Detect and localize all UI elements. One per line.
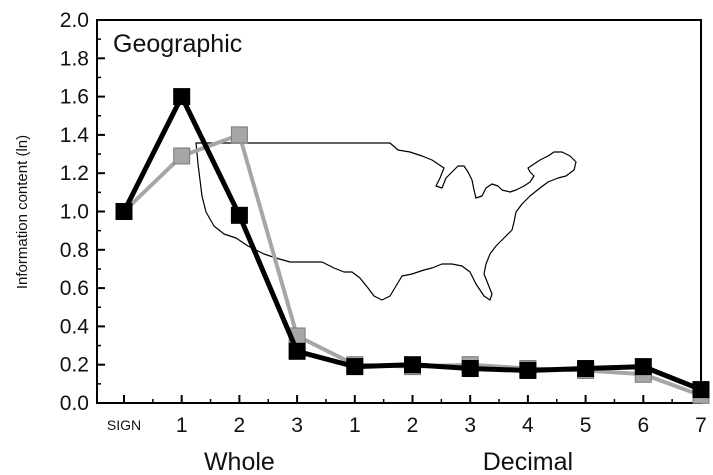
x-tick-label: 1 (349, 414, 361, 437)
data-point (461, 360, 479, 378)
x-tick-label: 2 (407, 414, 419, 437)
y-tick-label: 0.6 (60, 277, 89, 300)
data-point (230, 126, 248, 144)
x-group-label: Whole (204, 448, 275, 475)
data-point (346, 358, 364, 376)
y-tick-label: 0.2 (60, 354, 89, 377)
data-point (692, 381, 710, 399)
x-tick-label: 4 (522, 414, 534, 437)
x-group-label: Decimal (483, 448, 573, 475)
x-tick-label: 1 (176, 414, 188, 437)
data-point (288, 342, 306, 360)
y-axis-label: Information content (ln) (14, 135, 31, 289)
data-point (519, 361, 537, 379)
data-point (634, 358, 652, 376)
x-axis: SIGN 1 2 3 1 2 3 4 5 6 7 (107, 395, 707, 437)
y-tick-label: 1.6 (60, 86, 89, 109)
data-point (230, 206, 248, 224)
y-tick-label: 0.4 (60, 315, 90, 338)
x-tick-label: 3 (291, 414, 303, 437)
x-tick-label: 7 (695, 414, 707, 437)
x-tick-label: SIGN (107, 417, 141, 433)
series-2 (115, 88, 710, 399)
y-tick-label: 1.4 (60, 124, 90, 147)
y-tick-label: 2.0 (60, 9, 89, 32)
series-layer (115, 88, 710, 404)
x-tick-label: 3 (464, 414, 476, 437)
y-axis: 0.0 0.2 0.4 0.6 0.8 1.0 1.2 1.4 1.6 1.8 2.0 (60, 9, 105, 415)
y-tick-label: 1.2 (60, 162, 89, 185)
chart-title: Geographic (113, 30, 242, 58)
x-tick-label: 6 (637, 414, 649, 437)
y-tick-label: 0.8 (60, 239, 89, 262)
series-line (121, 94, 702, 392)
x-tick-label: 5 (580, 414, 592, 437)
data-point (173, 88, 191, 106)
us-map-outline-icon (195, 142, 577, 301)
data-point (173, 147, 191, 165)
plot-frame (96, 19, 702, 404)
y-tick-label: 1.8 (60, 47, 89, 70)
data-point (115, 203, 133, 220)
x-axis-groups: Whole Decimal (204, 448, 573, 475)
y-tick-label: 1.0 (60, 201, 89, 224)
y-tick-label: 0.0 (60, 392, 89, 415)
data-point (404, 356, 421, 374)
data-point (577, 360, 595, 378)
x-tick-label: 2 (234, 414, 246, 437)
